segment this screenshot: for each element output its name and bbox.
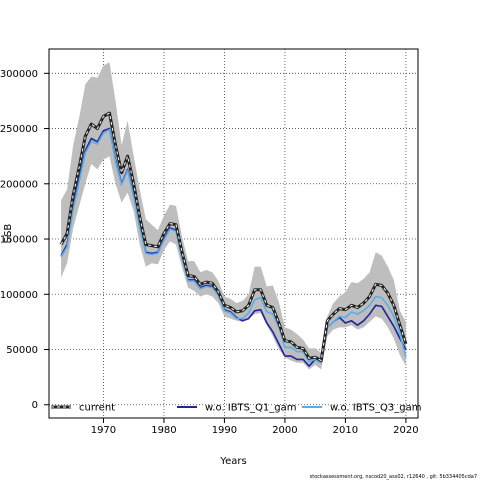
y-axis: 0 50000 100000 150000 200000 250000 300000 [0,69,49,411]
y-tick-label: 200000 [0,179,38,190]
x-tick-label: 2000 [272,425,297,436]
x-tick-label: 1970 [91,425,116,436]
series-line-2 [60,128,407,364]
x-tick-label: 2020 [393,425,418,436]
plot-frame [48,48,419,419]
x-tick-label: 1990 [212,425,237,436]
y-tick-label: 50000 [6,345,38,356]
y-tick-label: 150000 [0,235,38,246]
y-axis-title: SSB [3,224,14,244]
legend-label: w.o. IBTS_Q3_gam [330,403,421,414]
y-tick-label: 250000 [0,124,38,135]
series-lines [59,111,408,367]
x-tick-label: 2010 [333,425,358,436]
x-axis: 1970 1980 1990 2000 2010 2020 [91,418,419,436]
y-tick-label: 300000 [0,69,38,80]
x-axis-title: Years [219,456,246,467]
legend-label: current [79,403,115,414]
legend-label: w.o. IBTS_Q1_gam [205,403,296,414]
y-tick-label: 0 [32,400,38,411]
series-line-0-dash [60,112,407,362]
legend: current w.o. IBTS_Q1_gam w.o. IBTS_Q3_gam [51,403,421,414]
footer-credit: stockassessment.org, nscod20_ass02, r126… [310,474,477,480]
x-tick-label: 1980 [151,425,176,436]
y-tick-label: 100000 [0,290,38,301]
